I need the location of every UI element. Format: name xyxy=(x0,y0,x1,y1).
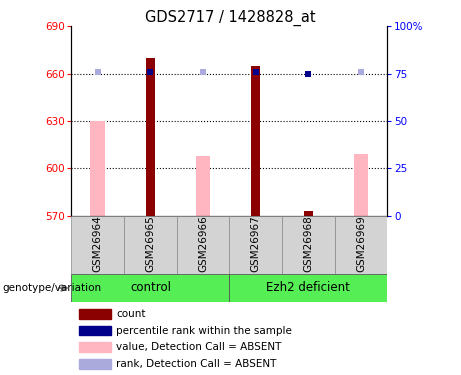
Bar xyxy=(71,274,230,302)
Text: control: control xyxy=(130,281,171,294)
Text: value, Detection Call = ABSENT: value, Detection Call = ABSENT xyxy=(116,342,281,352)
Bar xyxy=(354,154,368,216)
Bar xyxy=(335,216,387,274)
Text: GSM26968: GSM26968 xyxy=(303,215,313,272)
Bar xyxy=(124,216,177,274)
Bar xyxy=(177,216,229,274)
Bar xyxy=(79,309,111,319)
Text: rank, Detection Call = ABSENT: rank, Detection Call = ABSENT xyxy=(116,359,277,369)
Text: count: count xyxy=(116,309,146,319)
Bar xyxy=(303,211,313,216)
Text: GSM26969: GSM26969 xyxy=(356,215,366,272)
Bar xyxy=(195,156,210,216)
Bar xyxy=(230,274,387,302)
Text: GSM26966: GSM26966 xyxy=(198,215,208,272)
Bar xyxy=(79,326,111,336)
Text: GDS2717 / 1428828_at: GDS2717 / 1428828_at xyxy=(145,9,316,26)
Bar xyxy=(282,216,335,274)
Text: GSM26964: GSM26964 xyxy=(93,215,103,272)
Text: genotype/variation: genotype/variation xyxy=(2,283,101,293)
Text: percentile rank within the sample: percentile rank within the sample xyxy=(116,326,292,336)
Bar xyxy=(79,342,111,352)
Bar xyxy=(251,66,260,216)
Text: Ezh2 deficient: Ezh2 deficient xyxy=(266,281,350,294)
Bar xyxy=(90,121,105,216)
Text: GSM26965: GSM26965 xyxy=(145,215,155,272)
Text: GSM26967: GSM26967 xyxy=(251,215,260,272)
Bar xyxy=(230,216,282,274)
Bar xyxy=(79,359,111,369)
Bar xyxy=(71,216,124,274)
Bar xyxy=(146,58,155,216)
